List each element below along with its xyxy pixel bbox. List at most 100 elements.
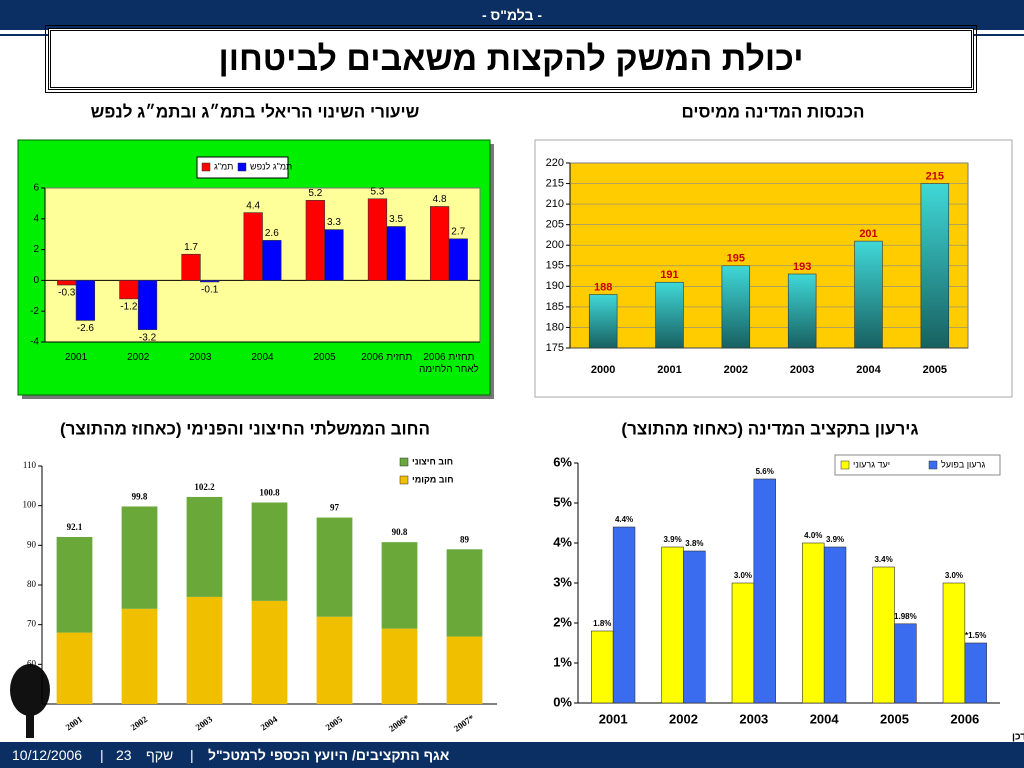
data-label: -1.2 <box>120 302 138 313</box>
footnote: * גירעון חזוי מעודכן <box>1012 732 1024 742</box>
total-label: 102.2 <box>194 482 215 492</box>
data-label: 3.3 <box>327 217 341 228</box>
bar <box>661 546 684 704</box>
legend-swatch <box>928 460 938 470</box>
y-tick-label: 205 <box>546 219 564 231</box>
data-label: *1.5% <box>965 631 986 640</box>
y-tick-label: 175 <box>546 342 564 354</box>
data-label: 201 <box>859 228 877 240</box>
chart-title: שיעורי השינוי הריאלי בתמ״ג ובתמ״ג לנפש <box>91 102 420 121</box>
x-tick-label: 2001 <box>599 711 628 726</box>
legend-swatch <box>237 162 247 172</box>
x-tick-label: 2001 <box>657 364 681 376</box>
data-label: 195 <box>727 253 745 265</box>
legend-label: גרעון בפועל <box>941 459 985 469</box>
legend-box <box>834 454 1001 476</box>
bar <box>251 502 288 601</box>
x-tick-box: 2002 <box>127 352 150 363</box>
bar <box>386 226 406 281</box>
total-label: 97 <box>330 503 340 513</box>
bar <box>186 596 223 704</box>
x-tick-label: 2006 <box>950 711 979 726</box>
data-label: -0.3 <box>58 288 76 299</box>
x-tick-label: 2002 <box>127 352 150 363</box>
bar <box>683 550 706 704</box>
x-tick-box: 2001 <box>65 352 87 363</box>
bar <box>262 240 282 281</box>
y-tick-label: 190 <box>546 280 564 292</box>
bar <box>75 280 96 321</box>
x-tick-box: 2003 <box>189 352 212 363</box>
data-label: 3.5 <box>389 214 403 225</box>
y-tick-label: 5% <box>553 494 572 509</box>
y-tick-label: 210 <box>546 198 564 210</box>
y-tick-label: 215 <box>546 177 564 189</box>
x-tick-label: 2007* <box>452 712 477 733</box>
plot-area <box>569 162 969 349</box>
data-label: 5.3 <box>371 186 385 197</box>
header: - בלמ"ס - <box>0 0 1024 30</box>
data-label: 5.6% <box>756 467 774 476</box>
y-tick-label: 2 <box>33 244 39 255</box>
y-tick-label: 70 <box>27 619 37 629</box>
bar <box>251 600 288 704</box>
bar <box>753 478 776 704</box>
data-label: 3.0% <box>734 571 752 580</box>
footer-org: אגף התקציבים/ היועץ הכספי לרמטכ"ל <box>208 747 450 763</box>
bar <box>57 280 77 286</box>
data-label: -3.2 <box>139 332 157 343</box>
legend-label: יעד גרעוני <box>853 459 890 469</box>
bar <box>121 506 158 609</box>
bar <box>56 537 93 633</box>
y-tick-label: -2 <box>30 306 39 317</box>
bar <box>942 582 966 704</box>
bar <box>591 630 614 704</box>
x-tick-label: 2003 <box>790 364 814 376</box>
total-label: 99.8 <box>132 492 148 502</box>
y-tick-label: 6 <box>33 183 39 194</box>
data-label: 3.4% <box>874 555 892 564</box>
bar <box>316 517 353 617</box>
data-label: 1.8% <box>593 619 611 628</box>
x-tick-label: 2000 <box>591 364 615 376</box>
x-tick-label: 2004 <box>856 364 881 376</box>
bar <box>655 281 684 349</box>
bar <box>448 238 468 281</box>
legend-label: חוב מקומי <box>412 474 454 484</box>
y-tick-label: 6% <box>553 454 572 469</box>
x-tick-label: 2002 <box>129 714 150 733</box>
y-tick-label: 200 <box>546 239 564 251</box>
x-tick-label: 2005 <box>880 711 909 726</box>
x-tick-label: 2005 <box>923 364 947 376</box>
bar <box>446 549 483 637</box>
y-tick-label: 180 <box>546 321 564 333</box>
bar <box>200 280 220 283</box>
bar <box>872 566 895 704</box>
x-tick-box: תחזית 2006 <box>361 352 413 363</box>
footer-slide-label: שקף <box>146 747 174 763</box>
y-tick-label: 4% <box>553 534 572 549</box>
footer-sep: | <box>190 747 194 763</box>
bar <box>186 496 223 597</box>
footer: 10/12/2006 | 23 שקף | אגף התקציבים/ היוע… <box>0 742 1024 768</box>
data-label: 4.8 <box>433 194 447 205</box>
data-label: 188 <box>594 281 612 293</box>
bar <box>381 628 418 704</box>
x-tick-label: 2003 <box>739 711 768 726</box>
y-tick-label: 4 <box>33 213 39 224</box>
legend-swatch <box>840 460 850 470</box>
bar <box>446 636 483 704</box>
x-tick-label: תחזית 2006 <box>361 352 413 363</box>
bar <box>894 623 917 704</box>
bar <box>920 183 950 349</box>
y-tick-label: 1% <box>553 654 572 669</box>
data-label: -0.1 <box>201 285 219 296</box>
legend-swatch <box>399 475 409 485</box>
legend-label: תמ"ג <box>214 161 233 171</box>
bar <box>721 265 751 349</box>
chart-title: החוב הממשלתי החיצוני והפנימי (כאחוז מהתו… <box>60 419 430 438</box>
x-tick-label: 2003 <box>189 352 212 363</box>
bar <box>56 632 93 704</box>
x-tick-label: 2002 <box>724 364 748 376</box>
